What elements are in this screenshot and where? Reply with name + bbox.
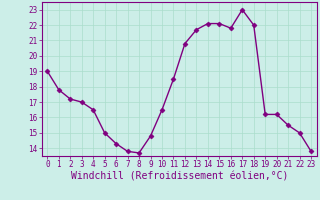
X-axis label: Windchill (Refroidissement éolien,°C): Windchill (Refroidissement éolien,°C): [70, 172, 288, 182]
